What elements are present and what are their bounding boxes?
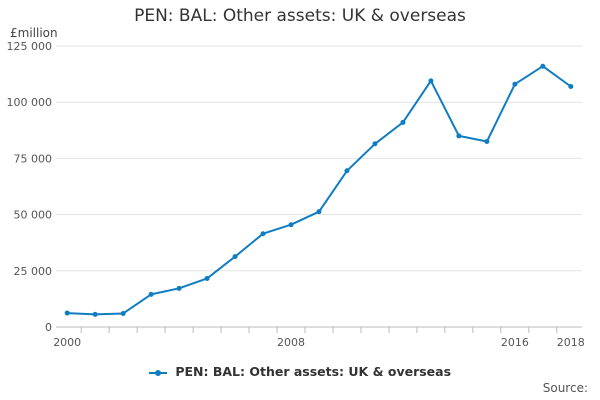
y-axis-unit-label: £million: [10, 26, 58, 40]
gridlines: [56, 45, 582, 272]
data-point[interactable]: [456, 133, 462, 139]
x-axis: 2000 2008 2016 2018: [53, 326, 585, 349]
y-tick-label: 25 000: [14, 265, 53, 278]
data-point[interactable]: [260, 231, 266, 237]
y-tick-label: 0: [45, 321, 52, 334]
legend-label: PEN: BAL: Other assets: UK & overseas: [175, 364, 452, 379]
data-point[interactable]: [372, 141, 378, 147]
y-tick-label: 100 000: [7, 96, 53, 109]
data-point[interactable]: [204, 275, 210, 281]
series-line: [67, 65, 572, 316]
data-point[interactable]: [568, 83, 574, 89]
data-point[interactable]: [428, 78, 434, 84]
y-tick-label: 75 000: [14, 152, 53, 165]
data-point[interactable]: [484, 139, 490, 145]
series-layer: [64, 63, 574, 317]
x-tick-label: 2008: [277, 336, 305, 349]
data-point[interactable]: [232, 254, 238, 260]
y-axis-ticks: 0 25 000 50 000 75 000 100 000 125 000: [7, 40, 53, 334]
data-point[interactable]: [176, 285, 182, 291]
chart-title: PEN: BAL: Other assets: UK & overseas: [134, 6, 466, 26]
data-point[interactable]: [148, 291, 154, 297]
data-point[interactable]: [64, 310, 70, 316]
data-point[interactable]: [400, 119, 406, 125]
data-point[interactable]: [344, 168, 350, 174]
legend-line-marker-icon: [148, 368, 167, 378]
source-note: Source:: [542, 381, 588, 395]
data-point[interactable]: [316, 209, 322, 215]
x-tick-label: 2000: [53, 336, 81, 349]
legend[interactable]: PEN: BAL: Other assets: UK & overseas: [0, 364, 600, 379]
x-tick-label: 2016: [501, 336, 529, 349]
data-point[interactable]: [512, 81, 518, 87]
data-point[interactable]: [120, 311, 126, 317]
x-tick-label: 2018: [557, 336, 585, 349]
y-tick-label: 50 000: [14, 209, 53, 222]
data-point[interactable]: [92, 311, 98, 317]
y-tick-label: 125 000: [7, 40, 53, 53]
data-point[interactable]: [288, 222, 294, 228]
data-point[interactable]: [540, 63, 546, 69]
